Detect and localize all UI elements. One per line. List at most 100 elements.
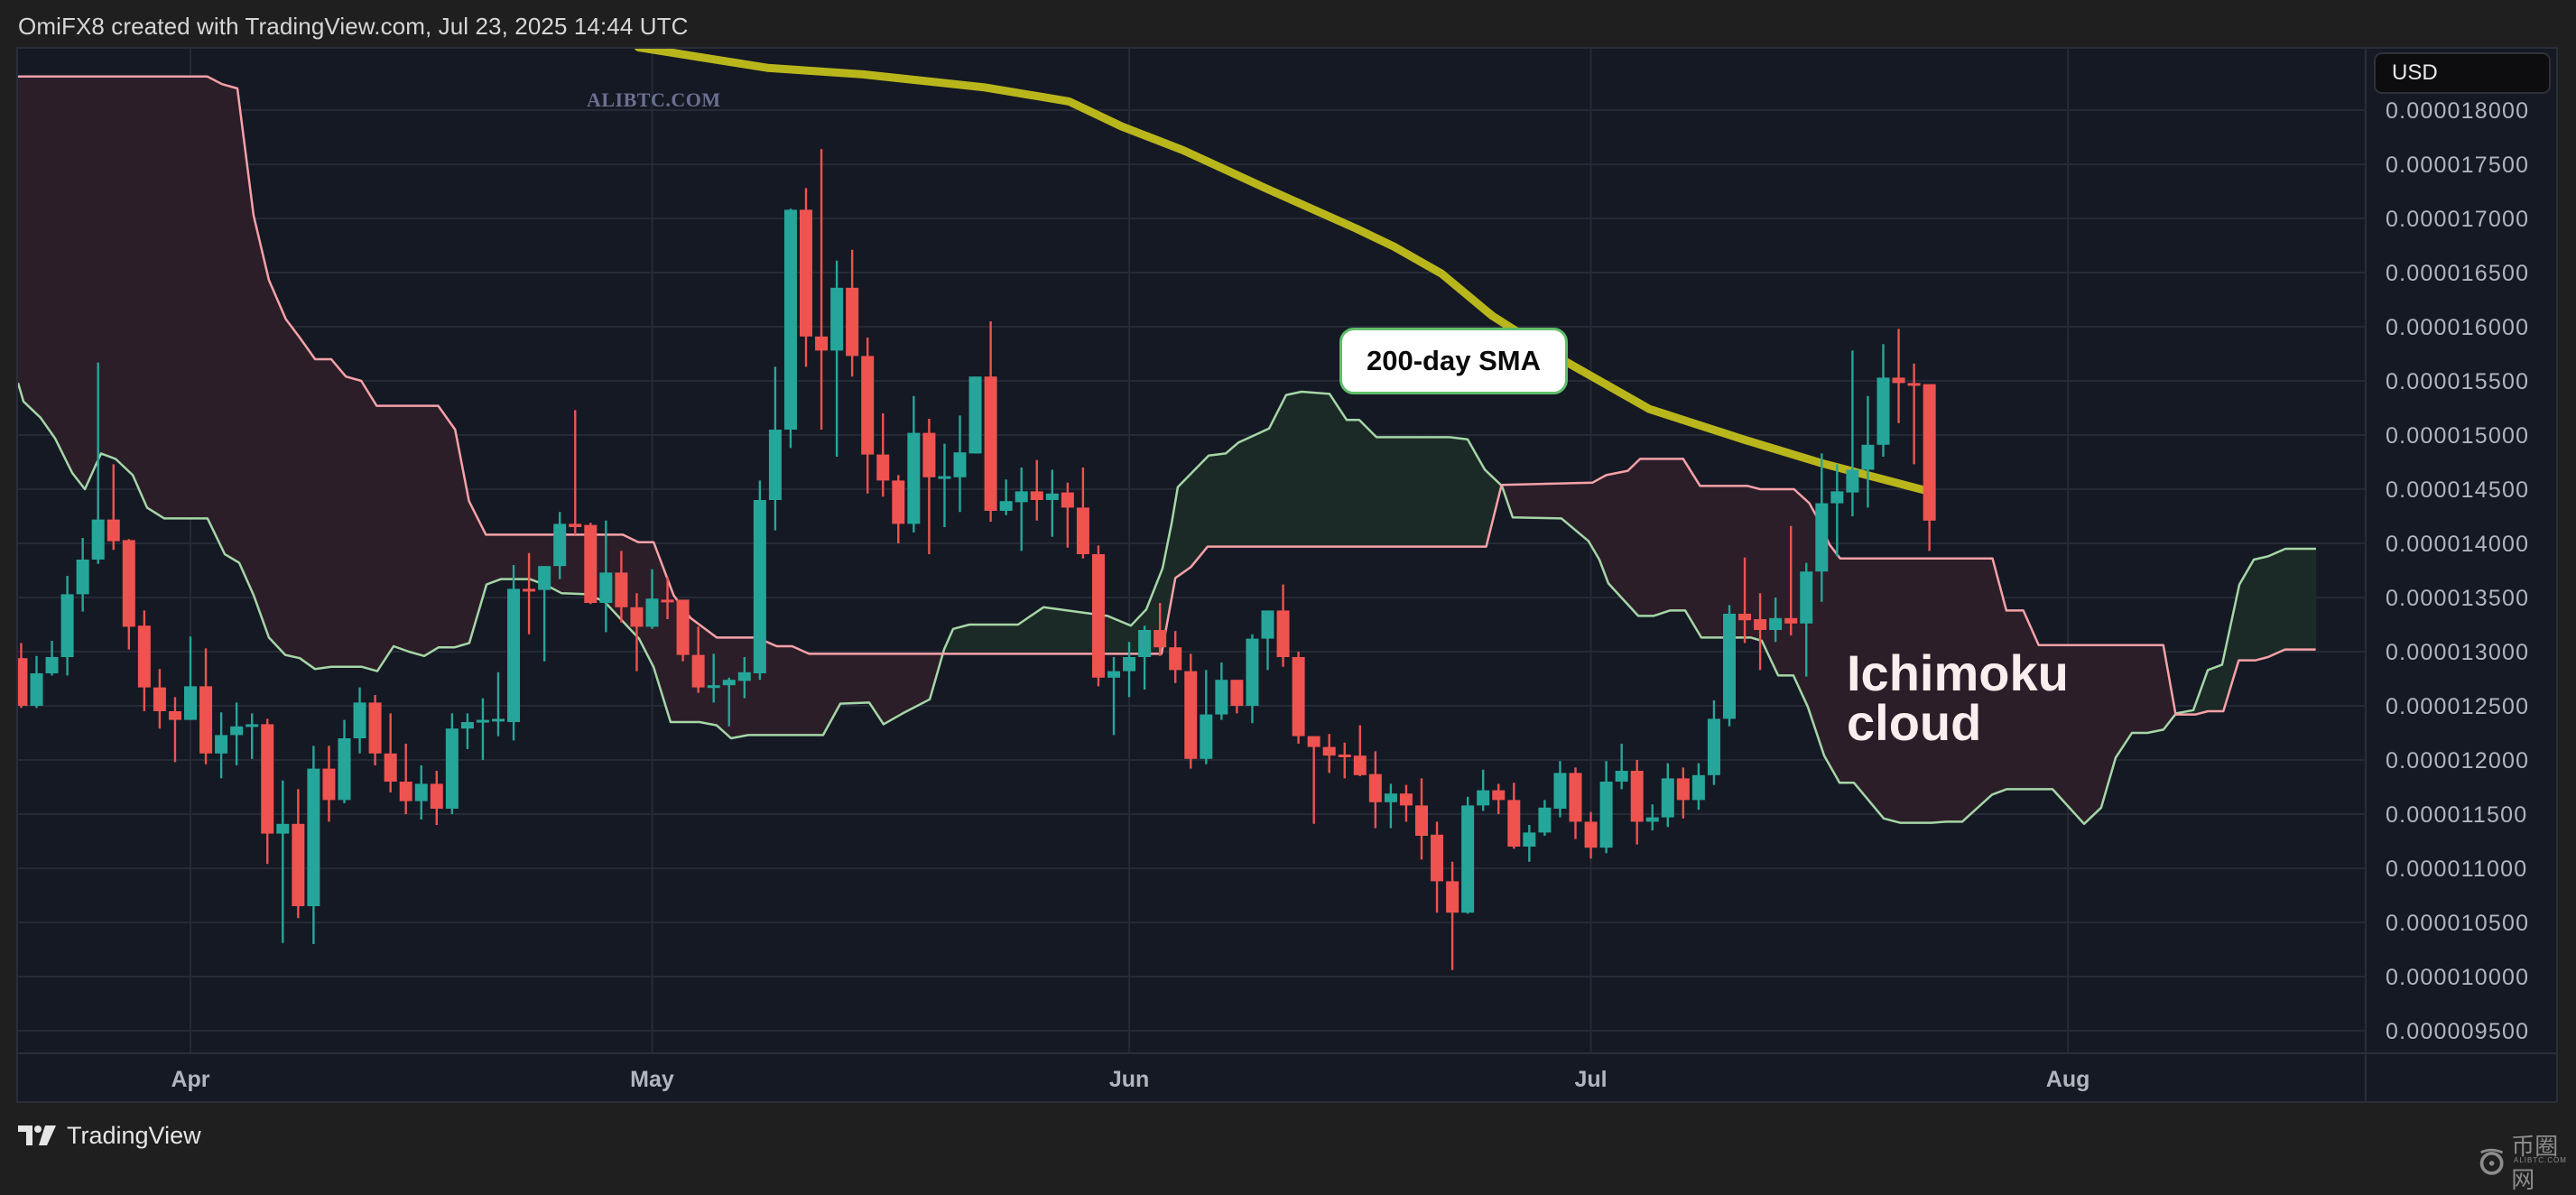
candle[interactable] <box>1292 652 1305 744</box>
candle[interactable] <box>507 565 521 741</box>
candle[interactable] <box>292 789 305 919</box>
candle[interactable] <box>1091 545 1105 687</box>
candle[interactable] <box>1230 680 1244 714</box>
candle[interactable] <box>1184 653 1198 769</box>
candle[interactable] <box>1384 783 1397 829</box>
candle[interactable] <box>1707 700 1720 785</box>
candle[interactable] <box>569 410 582 535</box>
candle[interactable] <box>45 641 59 676</box>
candle[interactable] <box>1415 778 1428 860</box>
currency-button[interactable]: USD <box>2374 52 2551 94</box>
price-chart[interactable]: 0.000018000 0.000017500 0.000017000 0.00001… <box>0 0 2576 1166</box>
candle[interactable] <box>783 208 797 449</box>
candle[interactable] <box>1691 763 1705 811</box>
candle[interactable] <box>876 413 890 497</box>
candle[interactable] <box>137 610 151 711</box>
candle[interactable] <box>1630 760 1644 845</box>
candle[interactable] <box>892 475 905 543</box>
candle[interactable] <box>584 523 598 605</box>
candle[interactable] <box>1076 468 1089 559</box>
candle[interactable] <box>1200 670 1213 764</box>
candle[interactable] <box>1446 861 1459 970</box>
candle[interactable] <box>907 395 921 533</box>
candle[interactable] <box>676 599 690 662</box>
candle[interactable] <box>1584 811 1598 859</box>
candle[interactable] <box>538 566 551 662</box>
candle[interactable] <box>1815 453 1829 602</box>
candle[interactable] <box>307 746 320 944</box>
candle[interactable] <box>722 677 736 727</box>
candle[interactable] <box>199 648 213 764</box>
candle[interactable] <box>107 464 120 551</box>
candle[interactable] <box>1892 329 1905 423</box>
candle[interactable] <box>399 744 412 814</box>
candle[interactable] <box>384 713 397 792</box>
candle[interactable] <box>1477 769 1490 811</box>
candle[interactable] <box>1307 736 1320 824</box>
candle[interactable] <box>1399 784 1413 822</box>
candle[interactable] <box>1123 642 1136 698</box>
candle[interactable] <box>1723 605 1736 727</box>
candle[interactable] <box>60 576 74 676</box>
candle[interactable] <box>445 713 459 814</box>
candle[interactable] <box>1830 464 1844 557</box>
candle[interactable] <box>1876 344 1890 457</box>
candle[interactable] <box>1569 767 1582 839</box>
candle[interactable] <box>753 480 766 681</box>
candle[interactable] <box>1738 557 1752 644</box>
candle[interactable] <box>1599 761 1613 854</box>
candle[interactable] <box>1431 821 1444 913</box>
candle[interactable] <box>661 577 674 619</box>
candle[interactable] <box>968 376 982 454</box>
candle[interactable] <box>645 569 659 629</box>
candle[interactable] <box>1507 783 1521 849</box>
candle[interactable] <box>846 249 859 377</box>
candle[interactable] <box>1276 584 1290 667</box>
candle[interactable] <box>599 520 613 633</box>
candle[interactable] <box>938 443 951 527</box>
candle[interactable] <box>1645 804 1659 830</box>
candle[interactable] <box>1061 482 1074 548</box>
candle[interactable] <box>1553 761 1567 818</box>
candle[interactable] <box>707 653 720 703</box>
candle[interactable] <box>1045 469 1059 537</box>
candle[interactable] <box>1861 395 1875 508</box>
candle[interactable] <box>1907 363 1921 465</box>
candle[interactable] <box>1154 603 1167 656</box>
candle[interactable] <box>1923 384 1936 551</box>
candle[interactable] <box>1215 662 1228 720</box>
candle[interactable] <box>1661 763 1674 828</box>
candle[interactable] <box>261 718 274 865</box>
candle[interactable] <box>76 538 89 612</box>
candle[interactable] <box>691 626 705 693</box>
candle[interactable] <box>122 539 135 650</box>
candle[interactable] <box>953 415 967 513</box>
candle[interactable] <box>1676 767 1690 819</box>
candle[interactable] <box>30 655 43 709</box>
footer-brand[interactable]: TradingView <box>18 1119 201 1152</box>
candle[interactable] <box>1800 562 1813 677</box>
candle[interactable] <box>615 551 628 623</box>
candle[interactable] <box>630 593 644 672</box>
candle[interactable] <box>737 657 751 699</box>
candle[interactable] <box>1538 800 1552 836</box>
candle[interactable] <box>476 698 489 760</box>
candle[interactable] <box>338 719 351 803</box>
candle[interactable] <box>1261 610 1274 671</box>
candle[interactable] <box>276 780 290 943</box>
candle[interactable] <box>1169 631 1182 683</box>
candle[interactable] <box>1523 825 1536 862</box>
candle[interactable] <box>861 338 875 494</box>
candle[interactable] <box>168 697 181 763</box>
candle[interactable] <box>768 366 782 531</box>
candle[interactable] <box>830 260 844 457</box>
candle[interactable] <box>1769 598 1783 643</box>
candle[interactable] <box>984 321 997 522</box>
candle[interactable] <box>553 512 567 579</box>
candle[interactable] <box>246 713 259 759</box>
candle[interactable] <box>1754 593 1767 671</box>
candle[interactable] <box>1461 796 1475 914</box>
candle[interactable] <box>1784 525 1798 635</box>
candle[interactable] <box>1615 744 1628 790</box>
candle[interactable] <box>1030 459 1043 521</box>
